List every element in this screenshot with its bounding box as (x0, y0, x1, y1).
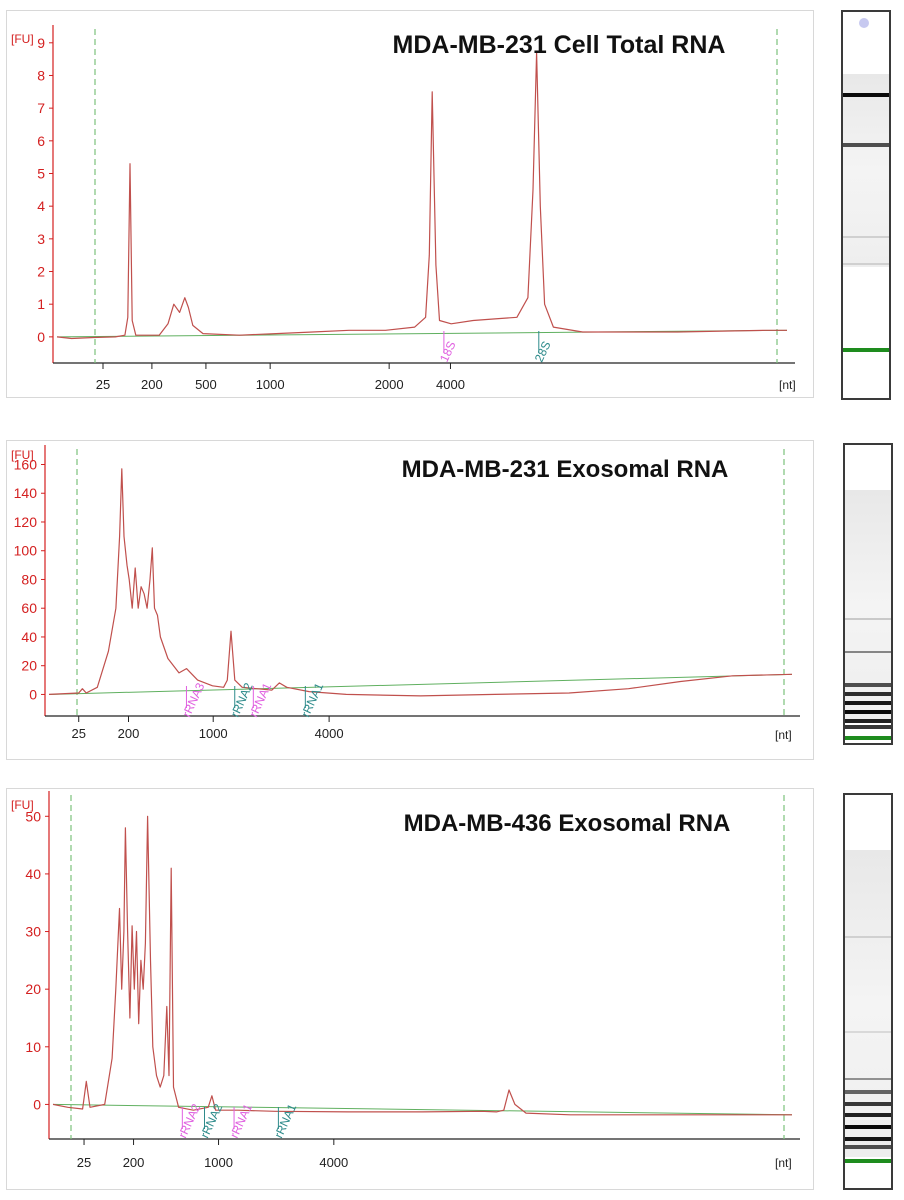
x-tick-label: 25 (96, 377, 110, 392)
gel-band (845, 936, 891, 939)
x-axis-unit-label: [nt] (775, 728, 792, 742)
x-tick-label: 1000 (256, 377, 285, 392)
y-tick-label: 0 (29, 686, 37, 702)
y-tick-label: 160 (14, 456, 38, 472)
gel-band (845, 719, 891, 724)
y-tick-label: 2 (37, 264, 45, 280)
y-tick-label: 7 (37, 100, 45, 116)
gel-marker-band (845, 735, 891, 740)
chart-svg: [FU] 0 1 2 3 4 5 6 7 8 9 25 200 500 1000 2000 4000 [nt] 18… (11, 25, 796, 392)
y-tick-label: 0 (37, 329, 45, 345)
y-tick-label: 4 (37, 198, 45, 214)
trace-line (48, 468, 793, 697)
y-tick-label: 140 (14, 485, 38, 501)
gel-band (845, 1136, 891, 1141)
gel-smear (845, 489, 891, 723)
x-axis-unit-label: [nt] (779, 378, 796, 392)
gel-band (845, 1144, 891, 1149)
chart-title: MDA-MB-436 Exosomal RNA (404, 810, 731, 837)
gel-band (845, 650, 891, 653)
gel-band (845, 683, 891, 688)
gel-lane-2 (843, 443, 893, 745)
gel-band (843, 143, 889, 148)
x-tick-label: 1000 (199, 726, 228, 741)
y-axis-label: [FU] (11, 448, 34, 462)
trace-line (56, 52, 787, 340)
gel-band (845, 1030, 891, 1033)
y-tick-label: 40 (21, 629, 37, 645)
gel-band (843, 262, 889, 265)
y-tick-label: 80 (21, 571, 37, 587)
gel-smear (843, 73, 889, 267)
x-tick-label: 200 (118, 726, 140, 741)
y-tick-label: 50 (25, 808, 41, 824)
y-tick-label: 30 (25, 924, 41, 940)
chart-title: MDA-MB-231 Cell Total RNA (393, 31, 726, 59)
electropherogram-panel-1: [FU] 0 1 2 3 4 5 6 7 8 9 25 200 500 1000 2000 4000 [nt] 18… (6, 10, 814, 398)
x-tick-label: 4000 (319, 1155, 348, 1170)
x-tick-label: 2000 (375, 377, 404, 392)
electropherogram-panel-3: [FU] 0 10 20 30 40 50 25 200 1000 4000 [nt] rRNA2 rRN… (6, 788, 814, 1190)
gel-marker-band (843, 347, 889, 352)
baseline-line (52, 1103, 793, 1116)
x-tick-label: 200 (123, 1155, 145, 1170)
y-tick-label: 8 (37, 67, 45, 83)
y-tick-label: 20 (21, 658, 37, 674)
gel-band (845, 1113, 891, 1118)
y-tick-label: 40 (25, 866, 41, 882)
gel-lane-1 (841, 10, 891, 400)
electropherogram-panel-2: [FU] 0 20 40 60 80 100 120 140 160 25 200 1000 4000 [n… (6, 440, 814, 760)
gel-band (845, 701, 891, 706)
gel-band (845, 1077, 891, 1080)
y-tick-label: 120 (14, 514, 38, 530)
y-tick-label: 0 (33, 1096, 41, 1112)
peak-annotation-label: rRNA3 (179, 680, 207, 719)
y-axis-label: [FU] (11, 798, 34, 812)
gel-band (845, 692, 891, 697)
y-tick-label: 5 (37, 165, 45, 181)
chart-svg: [FU] 0 20 40 60 80 100 120 140 160 25 200 1000 4000 [n… (11, 445, 800, 742)
x-axis-unit-label: [nt] (775, 1156, 792, 1170)
gel-band (845, 725, 891, 730)
y-tick-label: 3 (37, 231, 45, 247)
y-axis-label: [FU] (11, 32, 34, 46)
x-tick-label: 25 (77, 1155, 91, 1170)
y-tick-label: 6 (37, 133, 45, 149)
x-tick-label: 25 (71, 726, 85, 741)
gel-band (845, 1101, 891, 1106)
gel-band (845, 710, 891, 715)
gel-band (845, 1089, 891, 1094)
y-tick-label: 100 (14, 543, 38, 559)
y-tick-label: 9 (37, 35, 45, 51)
gel-band (845, 617, 891, 620)
y-tick-label: 20 (25, 981, 41, 997)
gel-band (845, 1125, 891, 1130)
gel-well-dot (859, 18, 869, 28)
x-tick-label: 4000 (315, 726, 344, 741)
peak-annotation-label: 18S (437, 339, 459, 364)
x-tick-label: 500 (195, 377, 217, 392)
peak-annotation-label: rRNA1 (298, 680, 326, 719)
peak-annotation-label: 28S (532, 339, 554, 364)
baseline-line (48, 673, 793, 695)
gel-lane-3 (843, 793, 893, 1190)
trace-line (52, 815, 792, 1116)
y-tick-label: 1 (37, 296, 45, 312)
x-tick-label: 4000 (436, 377, 465, 392)
gel-smear (845, 850, 891, 1157)
x-tick-label: 200 (141, 377, 163, 392)
gel-marker-band (845, 1158, 891, 1163)
x-tick-label: 1000 (204, 1155, 233, 1170)
y-tick-label: 10 (25, 1039, 41, 1055)
chart-title: MDA-MB-231 Exosomal RNA (402, 456, 729, 483)
baseline-line (56, 329, 788, 338)
gel-band (843, 93, 889, 98)
gel-band (843, 235, 889, 238)
y-tick-label: 60 (21, 600, 37, 616)
